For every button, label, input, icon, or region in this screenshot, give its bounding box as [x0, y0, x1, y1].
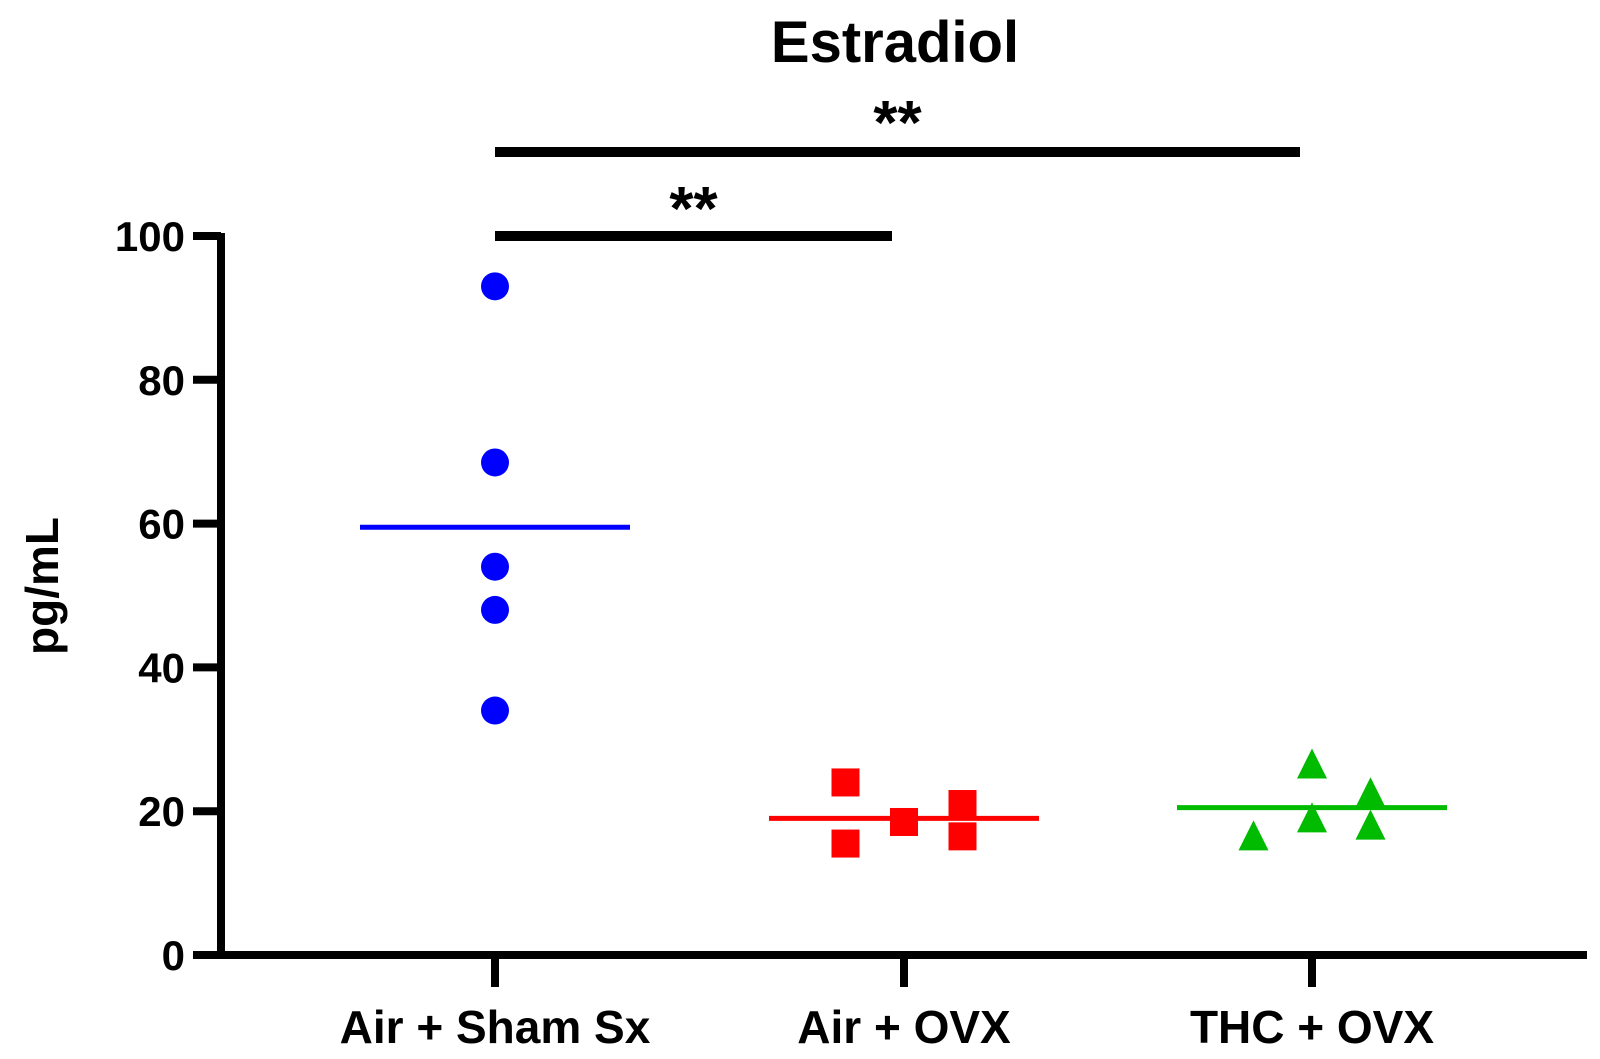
x-tick-label: Air + Sham Sx — [340, 1001, 651, 1053]
significance-label: ** — [669, 175, 718, 244]
data-point — [1238, 820, 1269, 851]
data-point — [831, 768, 860, 797]
data-point — [831, 829, 860, 858]
y-tick-label: 80 — [138, 357, 185, 404]
y-tick-label: 0 — [162, 932, 185, 979]
data-point — [1355, 809, 1386, 840]
data-point — [481, 696, 509, 725]
data-point — [481, 448, 509, 477]
y-tick-label: 40 — [138, 644, 185, 691]
data-point — [481, 272, 509, 301]
y-axis-label: pg/mL — [16, 517, 68, 655]
chart-marks: 0 20 40 60 80 100 Air + Sham Sx Air + OVX THC + … — [115, 89, 1587, 1053]
x-tick-label: THC + OVX — [1190, 1001, 1434, 1053]
y-tick-label: 20 — [138, 788, 185, 835]
data-point — [481, 552, 509, 581]
data-point — [948, 790, 977, 819]
data-point — [890, 807, 918, 836]
y-tick-label: 100 — [115, 213, 185, 260]
x-tick-label: Air + OVX — [797, 1001, 1011, 1053]
significance-label: ** — [873, 89, 922, 158]
data-point — [481, 595, 509, 624]
data-point — [1297, 748, 1327, 779]
y-tick-label: 60 — [138, 501, 185, 548]
data-point — [1297, 802, 1327, 833]
chart-title: Estradiol — [771, 10, 1019, 75]
data-point — [948, 822, 977, 851]
data-point — [1355, 777, 1386, 808]
